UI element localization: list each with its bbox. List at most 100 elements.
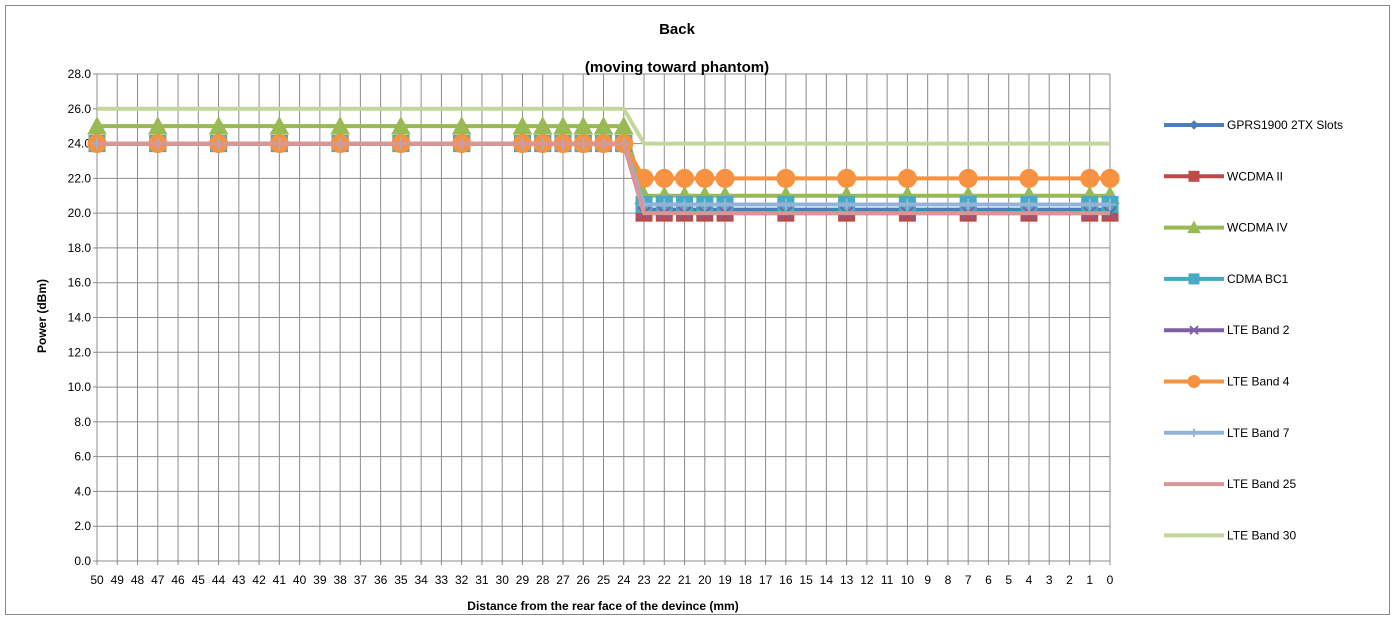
data-point: [1187, 220, 1201, 234]
x-tick-label: 29: [516, 573, 530, 587]
data-point: [719, 198, 732, 211]
x-tick-label: 34: [414, 573, 428, 587]
chart-title: Back: [659, 21, 696, 38]
data-point: [1080, 168, 1100, 188]
data-point: [1022, 198, 1035, 211]
data-point: [1104, 198, 1116, 211]
x-tick-label: 31: [475, 573, 489, 587]
x-tick-label: 17: [759, 573, 773, 587]
y-tick-label: 10.0: [68, 380, 92, 394]
x-tick-label: 36: [374, 573, 388, 587]
x-tick-label: 38: [333, 573, 347, 587]
x-tick-label: 45: [192, 573, 206, 587]
legend-item: LTE Band 7: [1164, 426, 1290, 440]
legend-label: CDMA BC1: [1227, 272, 1289, 286]
series-lte-band-25: [97, 141, 1110, 216]
x-tick-label: 2: [1066, 573, 1073, 587]
data-point: [958, 168, 978, 188]
legend-item: WCDMA IV: [1164, 220, 1288, 235]
data-point: [695, 168, 715, 188]
x-tick-label: 41: [273, 573, 287, 587]
legend-item: LTE Band 25: [1164, 477, 1296, 491]
data-point: [1190, 428, 1198, 437]
x-tick-label: 40: [293, 573, 307, 587]
legend-item: WCDMA II: [1164, 169, 1283, 183]
x-axis-title: Distance from the rear face of the devin…: [467, 599, 738, 613]
axes: 0.0 2.0 4.0 6.0 8.0 10.0 12.0 14.0 16.0 18.0 20.0 2…: [68, 67, 1114, 587]
x-tick-label: 48: [131, 573, 145, 587]
y-tick-label: 28.0: [68, 67, 92, 81]
data-point: [776, 168, 796, 188]
y-tick-label: 0.0: [74, 554, 91, 568]
data-point: [1189, 325, 1199, 335]
x-tick-label: 39: [313, 573, 327, 587]
data-point: [678, 198, 691, 211]
series-line: [97, 141, 1110, 216]
data-point: [1189, 120, 1199, 130]
y-tick-label: 8.0: [74, 415, 91, 429]
x-tick-label: 11: [881, 573, 894, 587]
y-tick-label: 18.0: [68, 241, 92, 255]
data-point: [654, 168, 674, 188]
y-tick-label: 4.0: [74, 484, 91, 498]
y-tick-label: 12.0: [68, 345, 92, 359]
x-tick-label: 28: [536, 573, 550, 587]
x-tick-label: 47: [151, 573, 165, 587]
data-point: [658, 198, 671, 211]
x-tick-label: 44: [212, 573, 226, 587]
x-tick-label: 37: [354, 573, 368, 587]
x-tick-label: 16: [779, 573, 793, 587]
x-tick-label: 9: [924, 573, 931, 587]
y-axis-title: Power (dBm): [35, 279, 49, 353]
x-tick-label: 5: [1005, 573, 1012, 587]
legend-item: GPRS1900 2TX Slots: [1164, 118, 1343, 132]
x-tick-label: 4: [1026, 573, 1033, 587]
legend-label: LTE Band 25: [1227, 477, 1296, 491]
y-tick-label: 16.0: [68, 276, 92, 290]
x-tick-label: 8: [945, 573, 952, 587]
legend-item: LTE Band 4: [1164, 375, 1290, 389]
x-tick-label: 23: [637, 573, 651, 587]
x-tick-label: 20: [698, 573, 712, 587]
x-tick-label: 33: [435, 573, 449, 587]
series-lte-band-30: [97, 106, 1110, 146]
data-point: [1188, 170, 1200, 182]
data-point: [675, 168, 695, 188]
x-tick-label: 30: [496, 573, 510, 587]
y-tick-label: 24.0: [68, 137, 92, 151]
legend-label: WCDMA IV: [1227, 221, 1288, 235]
y-tick-label: 14.0: [68, 311, 92, 325]
x-tick-label: 1: [1086, 573, 1093, 587]
data-point: [901, 198, 914, 211]
x-tick-label: 15: [799, 573, 813, 587]
data-point: [1188, 273, 1200, 285]
x-tick-label: 49: [111, 573, 125, 587]
chart-area: 0.0 2.0 4.0 6.0 8.0 10.0 12.0 14.0 16.0 18.0 20.0 2…: [5, 5, 1390, 615]
chart-subtitle: (moving toward phantom): [585, 59, 769, 76]
x-tick-label: 13: [840, 573, 854, 587]
series-line: [97, 106, 1110, 146]
x-tick-label: 0: [1107, 573, 1114, 587]
x-tick-label: 19: [718, 573, 732, 587]
chart-svg: 0.0 2.0 4.0 6.0 8.0 10.0 12.0 14.0 16.0 18.0 20.0 2…: [35, 21, 1343, 613]
y-tick-label: 6.0: [74, 450, 91, 464]
x-tick-label: 12: [860, 573, 874, 587]
x-tick-label: 14: [820, 573, 834, 587]
x-tick-label: 7: [965, 573, 972, 587]
data-point: [1019, 168, 1039, 188]
data-point: [897, 168, 917, 188]
legend-label: LTE Band 2: [1227, 323, 1290, 337]
x-tick-label: 42: [252, 573, 266, 587]
x-tick-label: 6: [985, 573, 992, 587]
data-point: [840, 198, 853, 211]
data-point: [698, 198, 711, 211]
x-tick-label: 43: [232, 573, 246, 587]
data-point: [779, 198, 792, 211]
x-tick-label: 25: [597, 573, 611, 587]
x-tick-label: 24: [617, 573, 631, 587]
x-tick-label: 32: [455, 573, 469, 587]
x-tick-label: 3: [1046, 573, 1053, 587]
y-tick-label: 26.0: [68, 102, 92, 116]
series-layer: [87, 106, 1120, 222]
x-tick-label: 26: [577, 573, 591, 587]
